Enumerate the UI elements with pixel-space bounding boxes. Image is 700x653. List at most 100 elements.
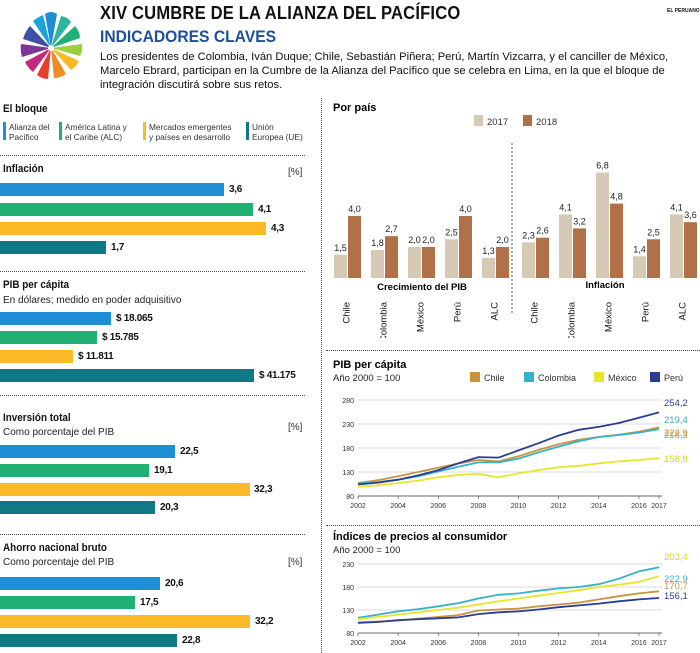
bar-2017-perú (445, 239, 458, 278)
ipc-chart: Índices de precios al consumidor Año 200… (333, 530, 688, 647)
y-tick-label: 130 (342, 608, 354, 615)
bar-emergentes (0, 222, 266, 235)
chart-subtitle: Año 2000 = 100 (333, 373, 400, 384)
divider (0, 271, 305, 272)
bar-alc (0, 464, 149, 477)
bar-value-label: 2,3 (522, 230, 535, 240)
legend-label-alianza: Alianza del Pacífico (9, 122, 50, 142)
x-tick-label: 2017 (651, 640, 667, 647)
page-title: XIV CUMBRE DE LA ALIANZA DEL PACÍFICO (100, 3, 461, 23)
section-pib-per-capita: PIB per cápita En dólares; medido en pod… (0, 277, 310, 387)
x-tick-label: 2010 (511, 640, 527, 647)
line-peru (357, 597, 660, 624)
end-label-extra: 218,3 (664, 430, 688, 441)
bar-alianza (0, 577, 160, 590)
bar-ue (0, 501, 155, 514)
section-subtitle: Como porcentaje del PIB (3, 427, 115, 438)
y-tick-label: 230 (342, 562, 354, 569)
bar-value-label: 1,4 (633, 244, 646, 254)
section-inflacion: Inflación [%] 3,6 4,1 4,3 1,7 (0, 161, 310, 256)
bar-value-label: 1,5 (334, 243, 347, 253)
legend-swatch-chile (470, 372, 480, 382)
category-label: Colombia (379, 301, 390, 338)
chart-title: Índices de precios al consumidor (333, 530, 508, 543)
bar-2018-méxico (422, 247, 435, 278)
end-label-colombia: 222,9 (664, 574, 688, 585)
divider (0, 395, 305, 396)
bar-value-label: 6,8 (596, 161, 609, 171)
x-tick-label: 2002 (350, 503, 366, 510)
bar-alc (0, 596, 135, 609)
bar-label-emergentes: 32,3 (254, 484, 273, 495)
bar-value-label: 1,3 (482, 246, 495, 256)
bar-label-emergentes: $ 11.811 (78, 351, 114, 362)
bar-2018-chile (536, 237, 549, 278)
section-ahorro-nacional: Ahorro nacional bruto Como porcentaje de… (0, 540, 310, 653)
bar-ue (0, 241, 106, 254)
legend-label-2018: 2018 (536, 117, 557, 128)
x-tick-label: 2012 (551, 640, 567, 647)
section-unit: [%] (288, 557, 303, 568)
por-pais-chart: Por país 2017 2018 Crecimiento del PIB I… (333, 102, 697, 338)
bar-label-alc: 17,5 (140, 597, 159, 608)
bar-2018-alc (496, 247, 509, 278)
y-tick-label: 180 (342, 446, 354, 453)
bloque-legend: Alianza del Pacífico América Latina y el C… (0, 122, 310, 146)
end-label-colombia: 219,4 (664, 415, 688, 426)
bar-value-label: 4,0 (459, 204, 472, 214)
chart-title: PIB per cápita (333, 359, 407, 371)
section-title: Inversión total (3, 412, 71, 424)
divider (0, 534, 305, 535)
bar-2018-chile (348, 216, 361, 278)
bar-label-emergentes: 4,3 (271, 223, 285, 234)
section-subtitle: En dólares; medido en poder adquisitivo (3, 295, 182, 306)
bar-2017-colombia (371, 250, 384, 278)
y-tick-label: 80 (346, 494, 354, 501)
bar-value-label: 2,7 (385, 224, 398, 234)
bar-value-label: 2,5 (647, 227, 660, 237)
y-tick-label: 230 (342, 422, 354, 429)
end-label-peru: 254,2 (664, 398, 688, 409)
bar-2017-perú (633, 256, 646, 278)
x-tick-label: 2010 (511, 503, 527, 510)
x-tick-label: 2014 (591, 640, 607, 647)
pib-percapita-chart: PIB per cápita Año 2000 = 100 Chile Colom… (333, 359, 688, 510)
bar-label-alc: $ 15.785 (102, 332, 139, 343)
bar-2018-colombia (573, 228, 586, 278)
bar-label-ue: 1,7 (111, 242, 125, 253)
end-label-mexico: 158,8 (664, 454, 688, 465)
y-tick-label: 280 (342, 398, 354, 405)
bar-label-alc: 19,1 (154, 465, 173, 476)
line-peru (357, 411, 660, 486)
legend-swatch-colombia (524, 372, 534, 382)
y-tick-label: 180 (342, 585, 354, 592)
brand-mark: EL PERUANO (667, 8, 700, 14)
x-tick-label: 2004 (390, 640, 406, 647)
alianza-pacifico-logo (20, 12, 83, 79)
x-tick-label: 2008 (471, 640, 487, 647)
line-mexico (357, 575, 660, 621)
bar-value-label: 4,1 (670, 202, 683, 212)
category-label: Chile (530, 302, 541, 324)
legend-swatch-alianza (3, 122, 6, 140)
bar-ue (0, 634, 177, 647)
section-inversion-total: Inversión total Como porcentaje del PIB … (0, 410, 310, 520)
bar-alianza (0, 445, 175, 458)
chart-title: Por país (333, 102, 376, 114)
legend-swatch-2017 (474, 115, 483, 126)
bar-value-label: 4,8 (610, 192, 623, 202)
bar-label-ue: 20,3 (160, 502, 179, 513)
x-tick-label: 2012 (551, 503, 567, 510)
section-title: PIB per cápita (3, 279, 70, 291)
bar-value-label: 2,0 (496, 235, 509, 245)
bar-alc (0, 203, 253, 216)
legend-label-ue: Unión Europea (UE) (252, 122, 303, 142)
bar-2017-colombia (559, 214, 572, 278)
category-label: Colombia (567, 301, 578, 338)
bar-2017-méxico (596, 172, 609, 278)
section-unit: [%] (288, 422, 303, 433)
x-tick-label: 2006 (430, 503, 446, 510)
x-tick-label: 2016 (631, 640, 647, 647)
legend-label-mexico: México (608, 373, 637, 383)
bar-emergentes (0, 615, 250, 628)
